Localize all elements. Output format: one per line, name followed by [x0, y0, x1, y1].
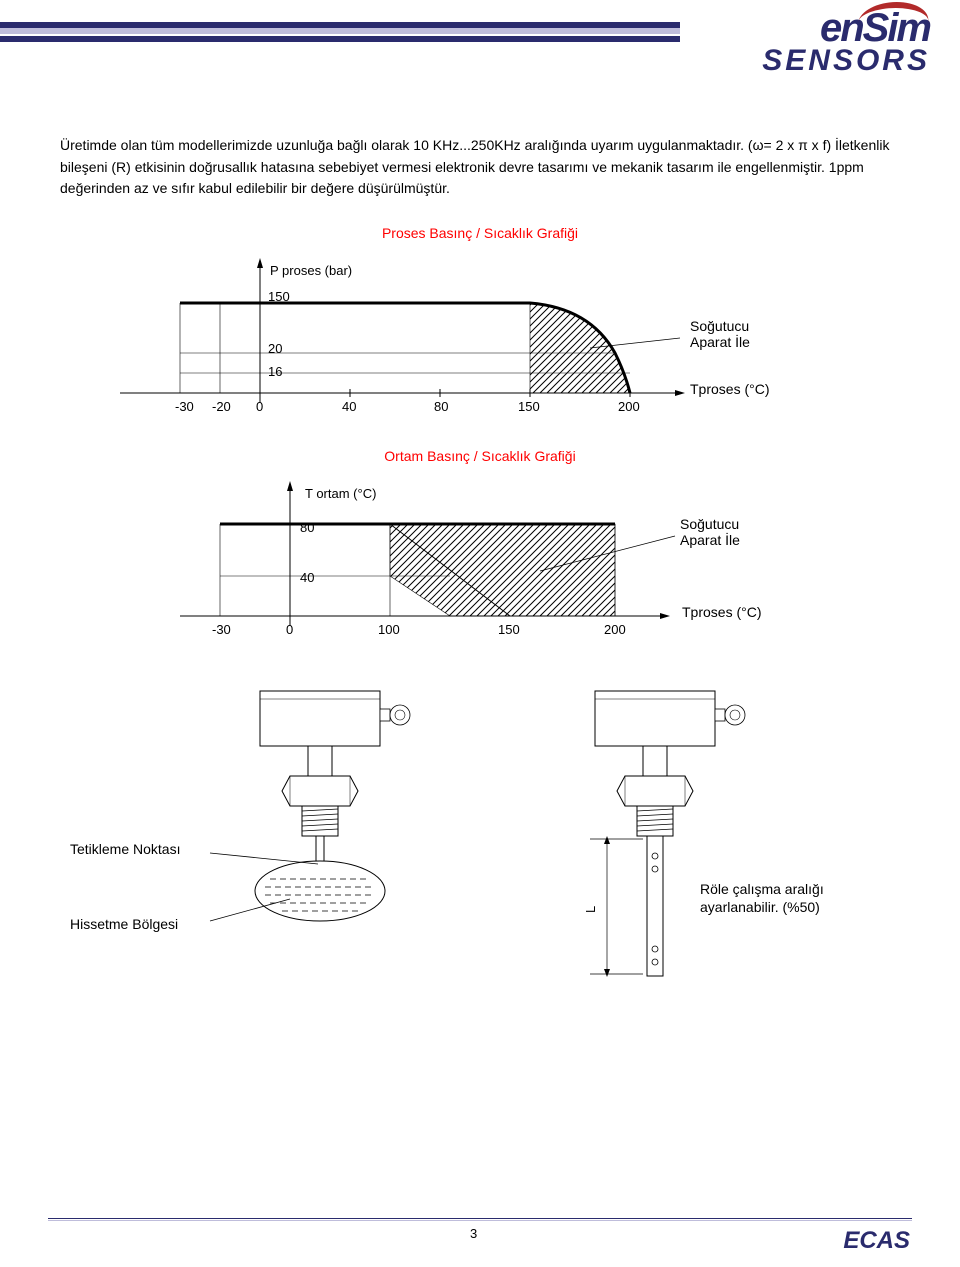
svg-text:100: 100 — [378, 622, 400, 637]
svg-text:-20: -20 — [212, 399, 231, 414]
svg-text:150: 150 — [498, 622, 520, 637]
logo: enSim SENSORS — [762, 10, 930, 76]
svg-text:L: L — [583, 906, 598, 913]
left-sensor-diagram — [170, 681, 490, 981]
chart1: P proses (bar) 150 20 16 -30 -20 0 40 80… — [120, 253, 900, 428]
chart1-xlabel: Tproses (°C) — [690, 381, 770, 397]
svg-text:200: 200 — [604, 622, 626, 637]
svg-text:150: 150 — [268, 289, 290, 304]
diag-right-text1: Röle çalışma aralığı — [700, 881, 824, 897]
svg-text:40: 40 — [300, 570, 314, 585]
svg-text:0: 0 — [286, 622, 293, 637]
diag-left-label2: Hissetme Bölgesi — [70, 916, 178, 932]
chart2-region-label: Soğutucu Aparat İle — [680, 516, 740, 548]
chart2-title: Ortam Basınç / Sıcaklık Grafiği — [60, 448, 900, 464]
page-number: 3 — [470, 1226, 477, 1241]
chart2: T ortam (°C) 80 40 -30 0 100 150 200 Soğ… — [120, 476, 900, 651]
svg-text:150: 150 — [518, 399, 540, 414]
svg-text:-30: -30 — [212, 622, 231, 637]
svg-text:20: 20 — [268, 341, 282, 356]
diag-right-text2: ayarlanabilir. (%50) — [700, 899, 820, 915]
svg-text:80: 80 — [300, 520, 314, 535]
svg-text:-30: -30 — [175, 399, 194, 414]
svg-text:0: 0 — [256, 399, 263, 414]
chart1-title: Proses Basınç / Sıcaklık Grafiği — [60, 225, 900, 241]
svg-text:80: 80 — [434, 399, 448, 414]
intro-paragraph: Üretimde olan tüm modellerimizde uzunluğ… — [60, 135, 900, 200]
chart2-xlabel: Tproses (°C) — [682, 604, 762, 620]
header-stripes — [0, 22, 680, 62]
logo-bottom: SENSORS — [762, 46, 930, 76]
chart1-region-label: Soğutucu Aparat İle — [690, 318, 750, 350]
svg-text:200: 200 — [618, 399, 640, 414]
svg-text:16: 16 — [268, 364, 282, 379]
footer-line2 — [48, 1220, 912, 1221]
footer-brand: ECAS — [843, 1227, 910, 1255]
svg-text:40: 40 — [342, 399, 356, 414]
footer-line — [48, 1218, 912, 1219]
chart2-ylabel: T ortam (°C) — [305, 486, 376, 501]
logo-swoosh-icon — [858, 2, 932, 22]
diag-left-label1: Tetikleme Noktası — [70, 841, 180, 857]
right-sensor-diagram: L — [535, 681, 815, 991]
chart2-svg: T ortam (°C) 80 40 -30 0 100 150 200 — [120, 476, 800, 646]
chart1-ylabel: P proses (bar) — [270, 263, 352, 278]
